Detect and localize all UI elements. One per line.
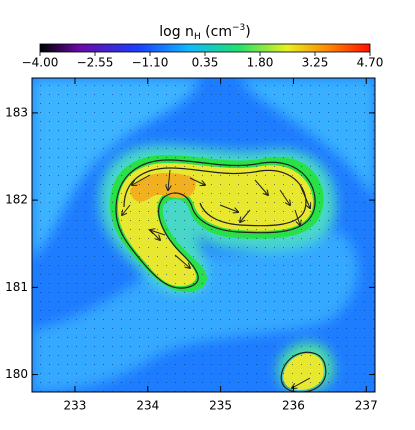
colorbar-tick-label: −2.55 [77,56,114,70]
colorbar-tick-label: 3.25 [302,56,329,70]
y-tick-label: 181 [5,280,28,294]
y-tick-label: 180 [5,367,28,381]
colorbar [39,43,371,53]
x-tick-label: 235 [209,399,232,413]
x-tick-label: 233 [64,399,87,413]
x-tick-label: 236 [282,399,305,413]
density-field [32,78,375,392]
colorbar-tick-label: −1.10 [132,56,169,70]
chart-title: log nH (cm−3) [159,23,250,42]
colorbar-tick-label: 0.35 [192,56,219,70]
colorbar-tick-label: 4.70 [357,56,384,70]
colorbar-tick-label: 1.80 [247,56,274,70]
x-tick-label: 234 [136,399,159,413]
colorbar-tick-label: −4.00 [22,56,59,70]
y-tick-label: 183 [5,105,28,119]
plot-frame [31,77,376,393]
x-tick-label: 237 [355,399,378,413]
y-tick-label: 182 [5,193,28,207]
